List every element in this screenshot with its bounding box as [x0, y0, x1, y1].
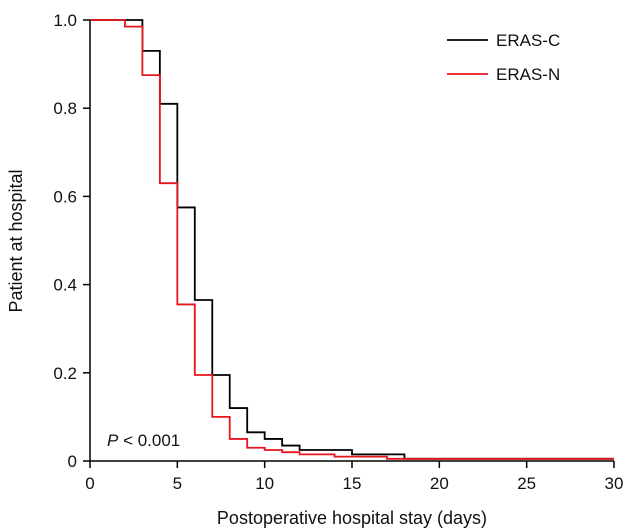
legend-label-eras-c: ERAS-C [496, 31, 560, 50]
series-line-eras-n [90, 19, 614, 460]
x-axis-title: Postoperative hospital stay (days) [217, 508, 487, 528]
legend-label-eras-n: ERAS-N [496, 65, 560, 84]
x-tick-label: 20 [430, 474, 449, 493]
y-tick-label: 0.8 [53, 99, 77, 118]
p-value-annotation: P < 0.001 [107, 431, 180, 450]
x-tick-label: 30 [605, 474, 624, 493]
y-tick-label: 0.2 [53, 364, 77, 383]
y-tick-label: 0.4 [53, 276, 77, 295]
p-value-text: < 0.001 [118, 431, 180, 450]
p-value-italic: P [107, 431, 119, 450]
series-line-eras-c [90, 19, 614, 460]
x-tick-label: 15 [343, 474, 362, 493]
legend: ERAS-C ERAS-N [447, 31, 560, 84]
x-tick-label: 5 [173, 474, 182, 493]
x-tick-label: 0 [85, 474, 94, 493]
y-tick-label: 1.0 [53, 11, 77, 30]
x-tick-label: 10 [255, 474, 274, 493]
y-tick-label: 0 [68, 452, 77, 471]
y-axis-title: Patient at hospital [6, 169, 26, 312]
y-tick-label: 0.6 [53, 187, 77, 206]
series-layer [90, 19, 614, 460]
axes-layer: 0 5 10 15 20 25 30 0 0.2 0.4 0.6 0.8 1.0 [53, 11, 623, 493]
x-tick-label: 25 [517, 474, 536, 493]
